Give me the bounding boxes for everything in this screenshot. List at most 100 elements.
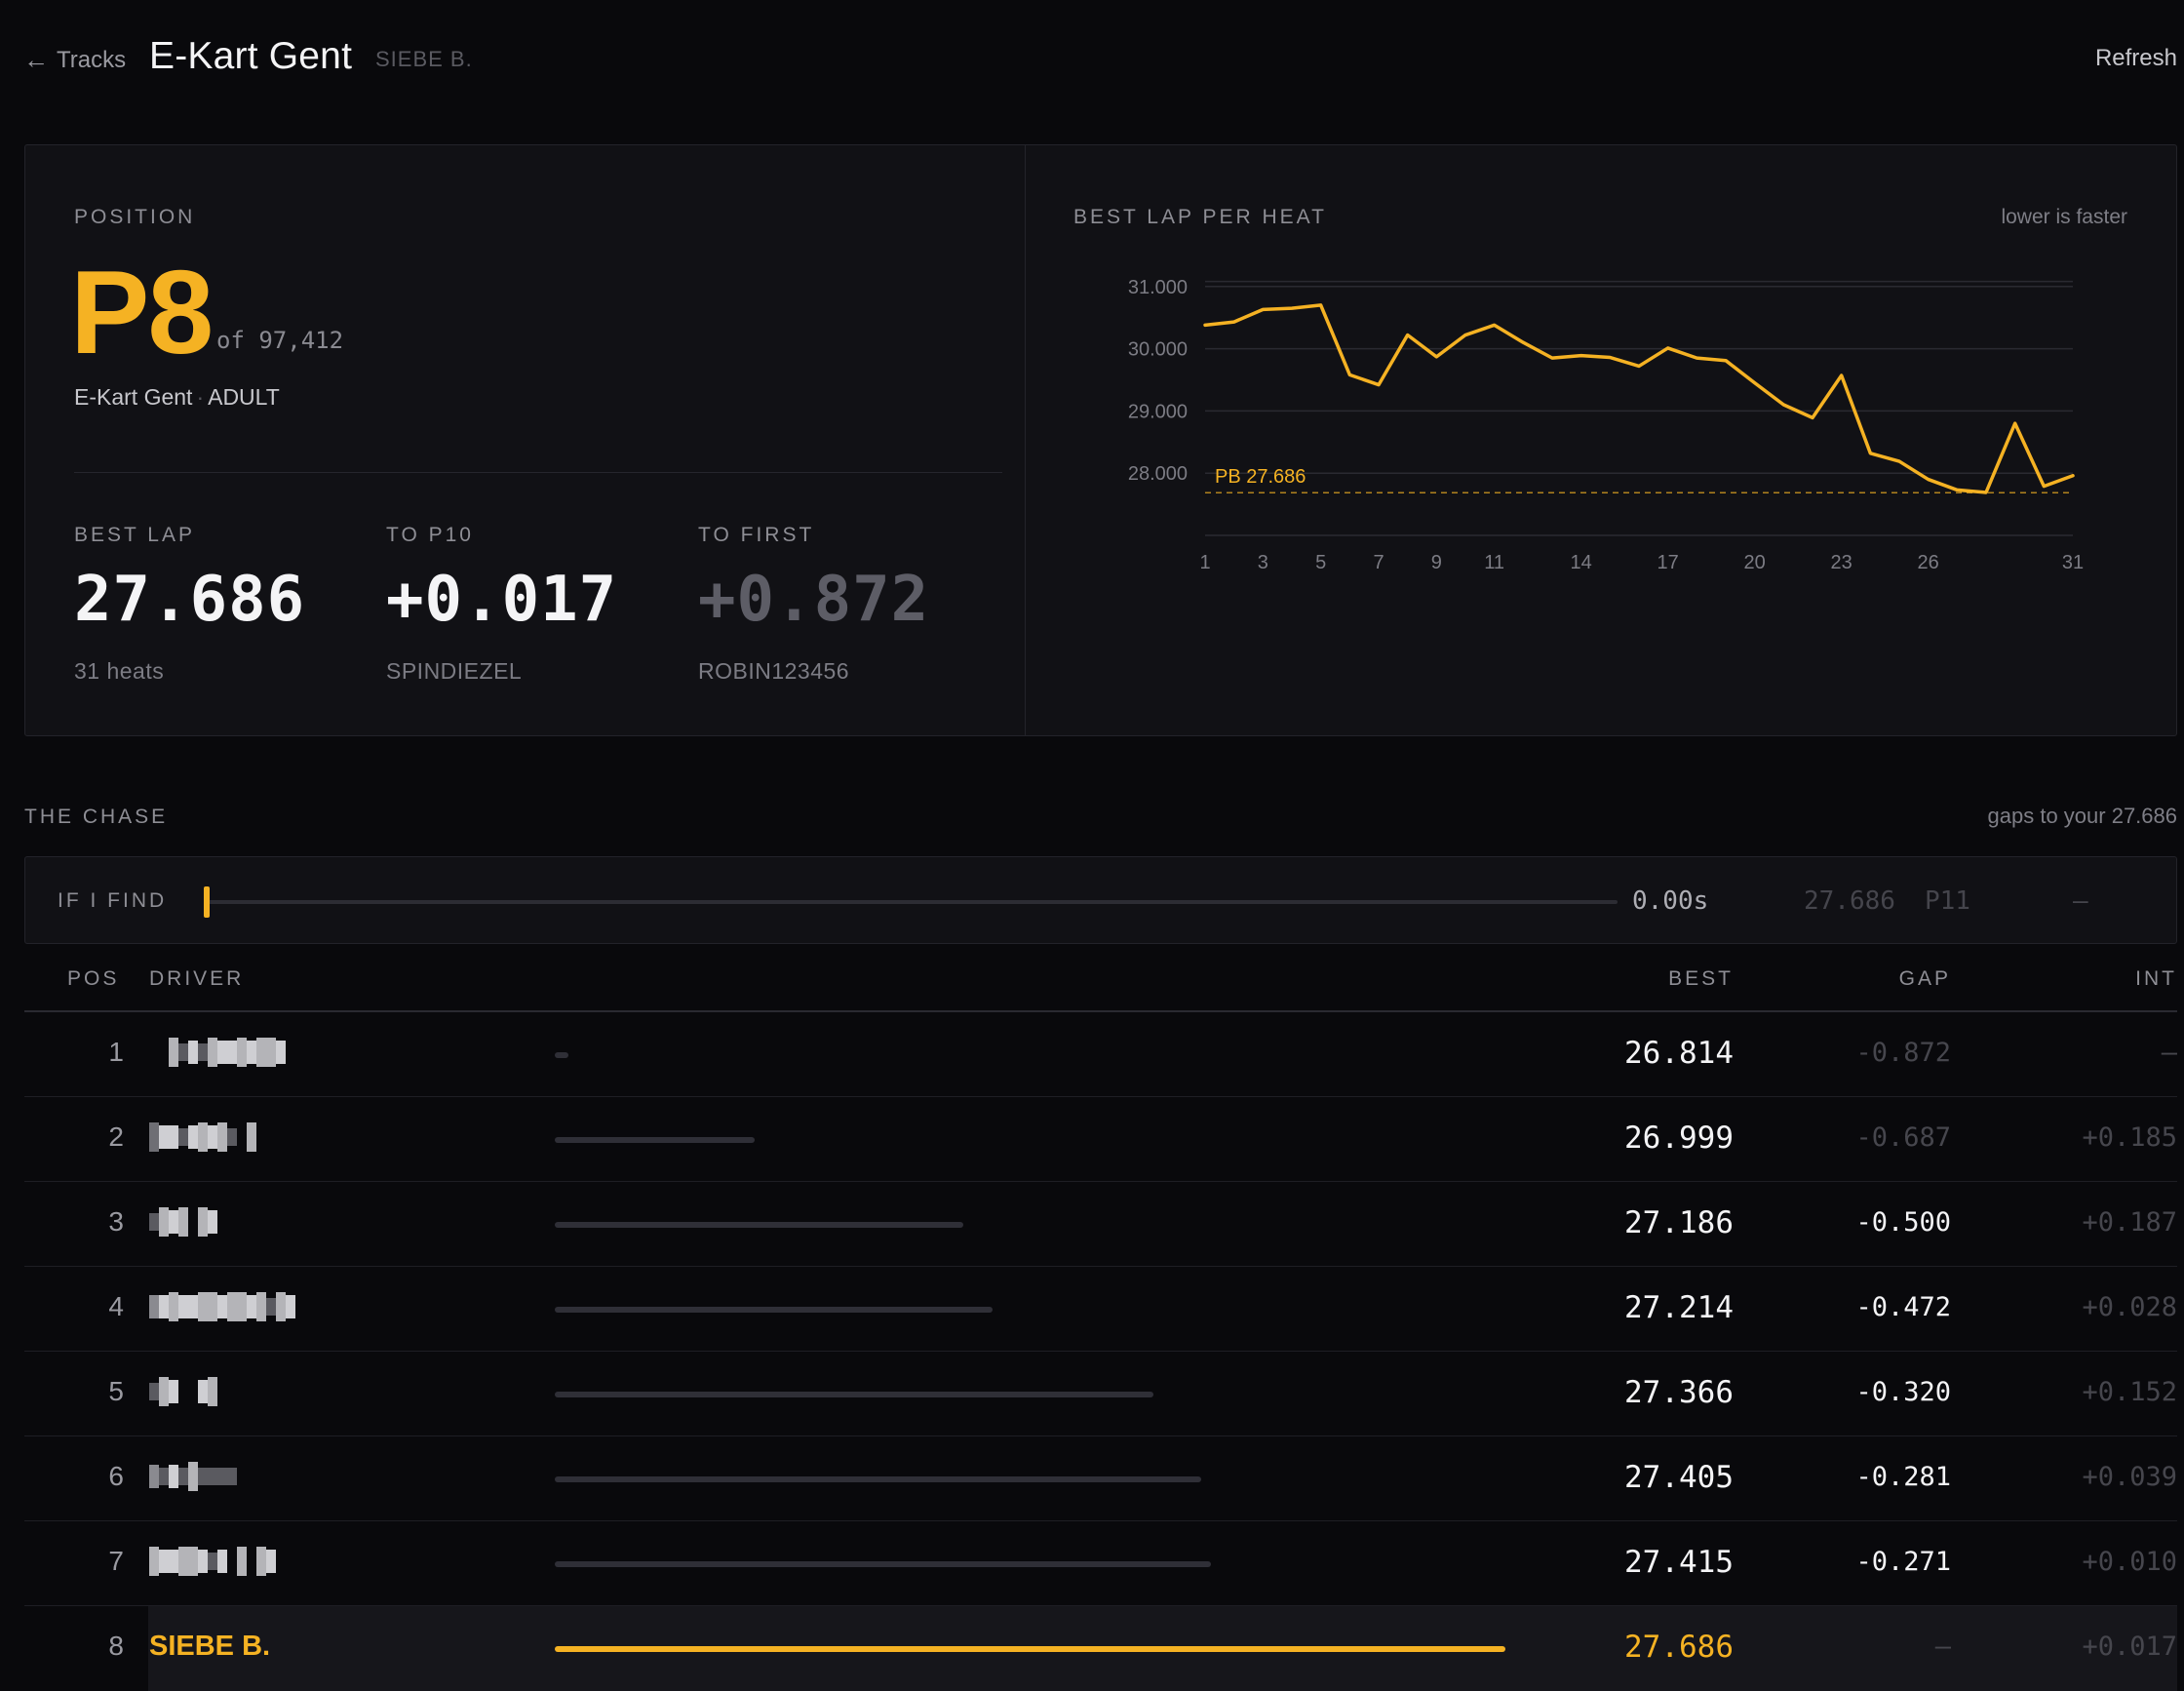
row-driver-name[interactable] bbox=[149, 1543, 276, 1580]
row-best-lap: 27.214 bbox=[1624, 1290, 1734, 1325]
row-driver-name[interactable] bbox=[149, 1203, 217, 1240]
row-driver-name[interactable] bbox=[149, 1288, 295, 1325]
redacted-driver-name bbox=[149, 1119, 266, 1156]
time-gain-slider[interactable] bbox=[204, 886, 1618, 918]
refresh-button[interactable]: Refresh bbox=[2094, 45, 2177, 71]
position-context: E-Kart Gent · ADULT bbox=[74, 384, 280, 411]
summary-card: POSITION P8 of 97,412 E-Kart Gent · ADULT … bbox=[24, 144, 2177, 736]
row-driver-name[interactable] bbox=[149, 1034, 286, 1071]
table-row[interactable]: 2 26.999 -0.687 +0.185 bbox=[24, 1097, 2177, 1182]
col-int[interactable]: INT bbox=[2135, 967, 2177, 990]
row-best-lap: 27.366 bbox=[1624, 1375, 1734, 1410]
chart-title: BEST LAP PER HEAT bbox=[1073, 206, 1327, 228]
row-interval: +0.185 bbox=[2082, 1122, 2177, 1153]
table-row[interactable]: 1 26.814 -0.872 — bbox=[24, 1012, 2177, 1097]
page-title: E-Kart Gent bbox=[149, 35, 353, 77]
row-best-lap: 26.814 bbox=[1624, 1036, 1734, 1071]
row-position: 2 bbox=[108, 1121, 124, 1152]
row-best-lap: 26.999 bbox=[1624, 1121, 1734, 1156]
row-driver-name[interactable] bbox=[149, 1373, 217, 1410]
finder-label: IF I FIND bbox=[58, 889, 168, 912]
x-tick-label: 26 bbox=[1918, 552, 1939, 573]
table-row[interactable]: 4 27.214 -0.472 +0.028 bbox=[24, 1267, 2177, 1352]
row-gap-bar bbox=[555, 1646, 1505, 1652]
row-position: 7 bbox=[108, 1546, 124, 1576]
x-tick-label: 11 bbox=[1484, 552, 1504, 573]
redacted-driver-name bbox=[149, 1373, 217, 1410]
row-best-lap: 27.686 bbox=[1624, 1630, 1734, 1665]
y-tick-label: 28.000 bbox=[1128, 463, 1188, 485]
row-gap-bar bbox=[555, 1222, 964, 1228]
table-row[interactable]: 6 27.405 -0.281 +0.039 bbox=[24, 1436, 2177, 1521]
x-tick-label: 17 bbox=[1658, 552, 1679, 573]
lap-chart: 31.000 30.000 29.000 28.000 1 3 5 7 9 11 14 17 20 23 2… bbox=[1128, 277, 2084, 573]
x-tick-label: 1 bbox=[1199, 552, 1210, 573]
y-tick-label: 31.000 bbox=[1128, 277, 1188, 298]
to-first-stat: TO FIRST +0.872 ROBIN123456 bbox=[698, 524, 929, 685]
back-to-tracks-link[interactable]: ← Tracks bbox=[23, 45, 126, 75]
best-lap-label: BEST LAP bbox=[74, 524, 195, 546]
row-gap-bar bbox=[555, 1392, 1154, 1397]
col-best[interactable]: BEST bbox=[1668, 967, 1734, 990]
x-tick-label: 7 bbox=[1373, 552, 1384, 573]
position-value: P8 bbox=[70, 246, 214, 378]
arrow-left-icon: ← bbox=[23, 45, 49, 74]
x-tick-label: 3 bbox=[1258, 552, 1268, 573]
leaderboard-table: 1 26.814 -0.872 — 2 26.999 -0.687 +0.185 3 27.186… bbox=[24, 1012, 2177, 1691]
finder-result-time: 27.686 bbox=[1804, 886, 1895, 916]
table-header: POS DRIVER BEST GAP INT bbox=[24, 956, 2177, 1012]
row-interval: +0.028 bbox=[2082, 1292, 2177, 1322]
x-tick-label: 31 bbox=[2062, 552, 2084, 573]
lap-time-series-line bbox=[1203, 303, 2075, 494]
row-interval: +0.010 bbox=[2082, 1547, 2177, 1577]
redacted-driver-name bbox=[149, 1034, 286, 1071]
table-row[interactable]: 5 27.366 -0.320 +0.152 bbox=[24, 1352, 2177, 1436]
redacted-driver-name bbox=[149, 1458, 247, 1495]
row-best-lap: 27.415 bbox=[1624, 1545, 1734, 1580]
separator: · bbox=[196, 384, 205, 410]
row-interval: +0.187 bbox=[2082, 1207, 2177, 1238]
row-gap: — bbox=[1934, 1632, 1951, 1662]
row-position: 5 bbox=[108, 1376, 124, 1406]
col-driver[interactable]: DRIVER bbox=[149, 967, 245, 990]
pb-label: PB 27.686 bbox=[1215, 466, 1306, 488]
row-driver-name[interactable]: SIEBE B. bbox=[149, 1631, 271, 1662]
row-gap-bar bbox=[555, 1307, 993, 1313]
to-first-label: TO FIRST bbox=[698, 524, 815, 546]
row-position: 1 bbox=[108, 1037, 124, 1067]
table-row[interactable]: 7 27.415 -0.271 +0.010 bbox=[24, 1521, 2177, 1606]
col-pos[interactable]: POS bbox=[67, 967, 120, 990]
divider bbox=[74, 472, 1002, 473]
row-gap-bar bbox=[555, 1561, 1211, 1567]
row-interval: +0.039 bbox=[2082, 1462, 2177, 1492]
row-gap-bar bbox=[555, 1476, 1201, 1482]
row-driver-name[interactable] bbox=[149, 1119, 266, 1156]
y-tick-label: 29.000 bbox=[1128, 401, 1188, 422]
row-gap: -0.500 bbox=[1855, 1207, 1951, 1238]
category-name: ADULT bbox=[208, 384, 280, 410]
redacted-driver-name bbox=[149, 1203, 217, 1240]
row-gap-bar bbox=[555, 1137, 755, 1143]
col-gap[interactable]: GAP bbox=[1898, 967, 1951, 990]
position-of-total: of 97,412 bbox=[216, 327, 344, 354]
row-driver-name[interactable] bbox=[149, 1458, 247, 1495]
chase-title: THE CHASE bbox=[24, 806, 169, 828]
table-row-current-user[interactable]: 8 SIEBE B. 27.686 — +0.017 bbox=[24, 1606, 2177, 1691]
row-best-lap: 27.186 bbox=[1624, 1205, 1734, 1240]
x-tick-label: 9 bbox=[1431, 552, 1442, 573]
row-gap: -0.872 bbox=[1855, 1038, 1951, 1068]
chart-note: lower is faster bbox=[2001, 206, 2127, 228]
x-tick-label: 23 bbox=[1831, 552, 1852, 573]
to-p10-value: +0.017 bbox=[386, 564, 618, 636]
redacted-driver-name bbox=[149, 1543, 276, 1580]
position-label: POSITION bbox=[74, 206, 196, 228]
chase-note: gaps to your 27.686 bbox=[1987, 804, 2177, 828]
best-lap-value: 27.686 bbox=[74, 564, 306, 636]
slider-handle[interactable] bbox=[204, 886, 210, 918]
x-tick-label: 20 bbox=[1744, 552, 1766, 573]
row-position: 3 bbox=[108, 1206, 124, 1237]
table-row[interactable]: 3 27.186 -0.500 +0.187 bbox=[24, 1182, 2177, 1267]
row-gap: -0.472 bbox=[1855, 1292, 1951, 1322]
p10-driver: SPINDIEZEL bbox=[386, 658, 523, 684]
finder-result-dash: — bbox=[2073, 886, 2088, 916]
